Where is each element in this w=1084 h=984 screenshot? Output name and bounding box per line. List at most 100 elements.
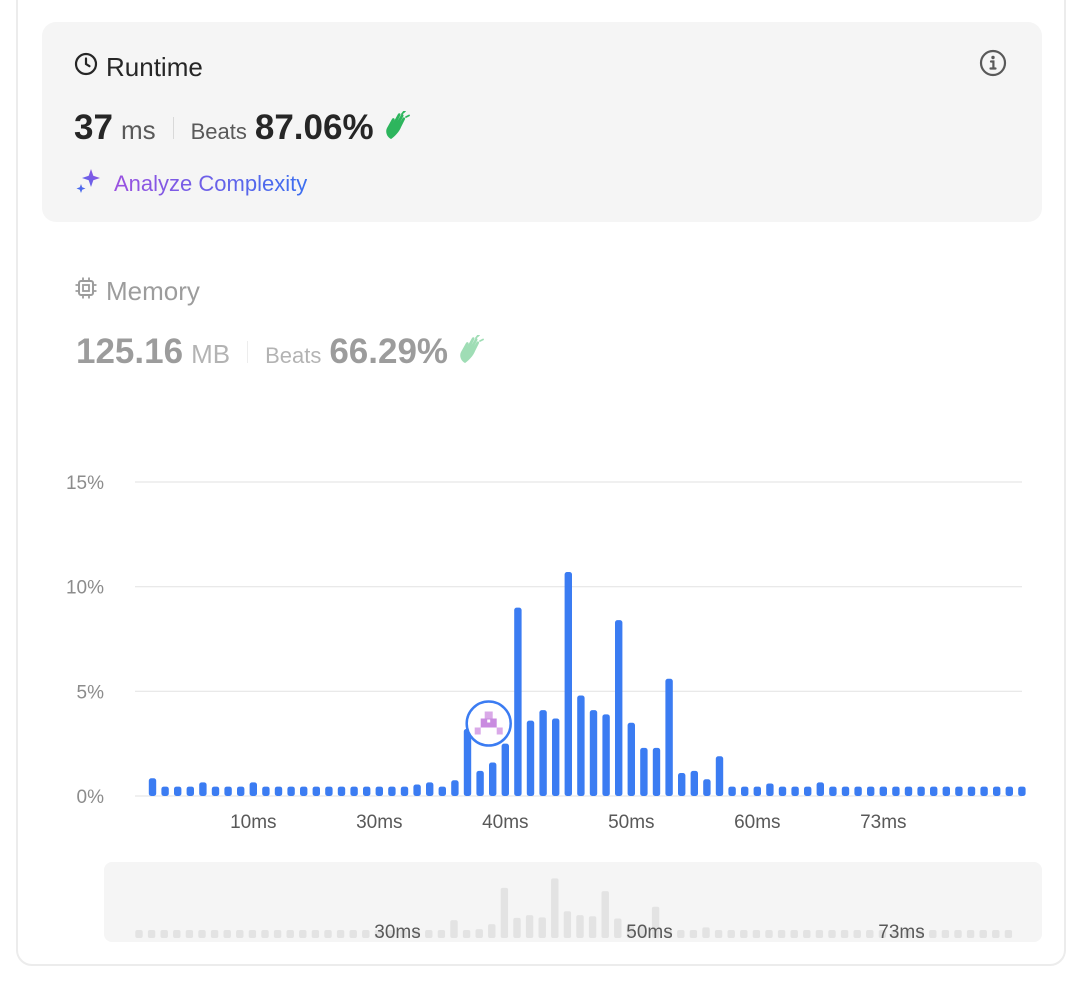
bar[interactable] (552, 718, 560, 796)
navigator-bar (374, 930, 383, 938)
bar[interactable] (715, 756, 724, 796)
chart-navigator[interactable] (104, 862, 1042, 942)
navigator-bar (462, 930, 471, 938)
bar[interactable] (249, 782, 257, 796)
navigator-bar (626, 925, 635, 938)
bar[interactable] (388, 786, 396, 796)
bar[interactable] (993, 786, 1001, 796)
navigator-bar (992, 930, 1000, 938)
bar[interactable] (665, 678, 673, 796)
bar[interactable] (627, 722, 635, 796)
bar[interactable] (539, 710, 547, 796)
navigator-bar (929, 930, 937, 938)
bar[interactable] (148, 778, 157, 796)
bar[interactable] (350, 786, 358, 796)
bar[interactable] (337, 786, 346, 796)
bar[interactable] (904, 786, 913, 796)
bar[interactable] (967, 786, 976, 796)
info-icon[interactable] (978, 48, 1008, 78)
bar[interactable] (1005, 786, 1013, 796)
bar[interactable] (526, 720, 535, 796)
bar[interactable] (942, 786, 950, 796)
bar[interactable] (186, 786, 194, 796)
bar[interactable] (476, 770, 484, 796)
navigator-bar (765, 930, 773, 938)
bar[interactable] (312, 786, 320, 796)
bar[interactable] (728, 786, 736, 796)
bar[interactable] (363, 786, 371, 796)
bar[interactable] (262, 786, 270, 796)
bar[interactable] (791, 786, 799, 796)
navigator-bar (437, 930, 446, 938)
bar[interactable] (640, 747, 648, 796)
bar[interactable] (287, 786, 295, 796)
user-avatar-icon[interactable] (465, 700, 512, 747)
x-tick-label: 30ms (356, 812, 402, 833)
bar[interactable] (274, 786, 283, 796)
runtime-title-label: Runtime (106, 52, 203, 82)
bar[interactable] (980, 786, 988, 796)
bar[interactable] (615, 620, 623, 796)
navigator-bar (777, 930, 786, 938)
bar[interactable] (211, 786, 220, 796)
bar[interactable] (930, 786, 938, 796)
bar[interactable] (489, 762, 497, 796)
bar[interactable] (678, 772, 686, 796)
navigator-bar (563, 911, 572, 938)
bar[interactable] (501, 743, 509, 796)
navigator-bar (513, 917, 521, 938)
bar[interactable] (577, 695, 585, 796)
navigator-bar (664, 930, 672, 938)
x-tick-label: 10ms (230, 812, 276, 833)
bar[interactable] (690, 770, 698, 796)
bar[interactable] (741, 786, 749, 796)
bar[interactable] (300, 786, 308, 796)
runtime-value: 37 (74, 108, 113, 147)
bar[interactable] (879, 786, 887, 796)
bar[interactable] (375, 786, 383, 796)
bar[interactable] (237, 786, 245, 796)
bar[interactable] (564, 572, 572, 796)
bar[interactable] (400, 786, 409, 796)
navigator-tick-label: 30ms (374, 922, 420, 943)
runtime-beats-value: 87.06% (254, 108, 374, 147)
bar[interactable] (463, 729, 472, 796)
bar[interactable] (325, 786, 333, 796)
navigator-bar (198, 930, 206, 938)
bar[interactable] (451, 780, 459, 796)
navigator-bar (714, 930, 723, 938)
bar[interactable] (652, 747, 661, 796)
bar[interactable] (778, 786, 787, 796)
bar[interactable] (602, 714, 610, 796)
bar[interactable] (426, 782, 434, 796)
bar[interactable] (438, 786, 446, 796)
bar[interactable] (766, 783, 774, 796)
bar[interactable] (514, 607, 522, 796)
bar[interactable] (892, 786, 900, 796)
bar[interactable] (224, 786, 232, 796)
bar[interactable] (589, 710, 598, 796)
bar[interactable] (955, 786, 963, 796)
bar[interactable] (174, 786, 182, 796)
navigator-bar (324, 930, 332, 938)
navigator-bar (614, 918, 622, 938)
bar[interactable] (917, 786, 925, 796)
bar[interactable] (854, 786, 862, 796)
navigator-bar (828, 930, 836, 938)
bar[interactable] (829, 786, 837, 796)
bar[interactable] (753, 786, 761, 796)
runtime-card[interactable] (42, 22, 1042, 222)
bar[interactable] (413, 784, 421, 796)
bar[interactable] (804, 786, 812, 796)
navigator-bar (412, 930, 420, 938)
bar[interactable] (1018, 786, 1026, 796)
bar[interactable] (161, 786, 169, 796)
bar[interactable] (199, 782, 207, 796)
bar[interactable] (841, 786, 850, 796)
bar[interactable] (703, 779, 711, 796)
analyze-complexity-button[interactable]: Analyze Complexity (74, 166, 307, 202)
navigator-bar (803, 930, 811, 938)
bar[interactable] (867, 786, 875, 796)
bar[interactable] (816, 782, 824, 796)
